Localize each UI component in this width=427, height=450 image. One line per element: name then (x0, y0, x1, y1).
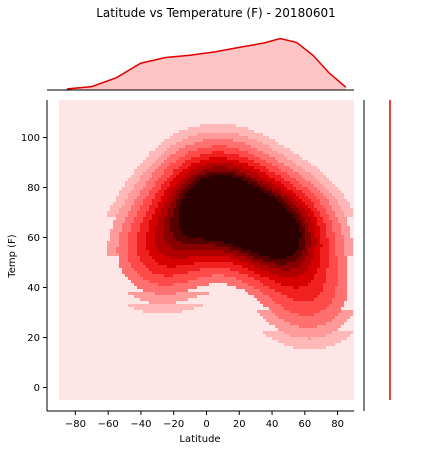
y-tick-label: 0 (34, 383, 40, 394)
x-tick-label: −20 (163, 419, 184, 430)
x-axis-label: Latitude (179, 434, 220, 445)
y-tick-label: 40 (27, 283, 40, 294)
y-tick-label: 80 (27, 183, 40, 194)
kde-contour-level (179, 175, 302, 259)
y-axis-label: Temp (F) (7, 234, 18, 278)
x-tick-label: −60 (98, 419, 119, 430)
x-tick-label: 20 (233, 419, 246, 430)
chart-title: Latitude vs Temperature (F) - 20180601 (96, 6, 336, 20)
x-tick-label: 0 (203, 419, 209, 430)
main-kde-plot (59, 100, 354, 400)
x-tick-label: 80 (331, 419, 344, 430)
x-tick-label: −80 (65, 419, 86, 430)
marginal-x-density (66, 37, 347, 90)
x-tick-label: 40 (266, 419, 279, 430)
kde-contour-fill (179, 175, 302, 259)
x-tick-label: −40 (130, 419, 151, 430)
y-tick-label: 60 (27, 233, 40, 244)
y-tick-label: 20 (27, 333, 40, 344)
x-ticks: −80 −60 −40 −20 0 20 40 60 80 (65, 411, 344, 430)
marginal-x-area (67, 38, 346, 90)
y-ticks: 0 20 40 60 80 100 (21, 133, 47, 394)
y-tick-label: 100 (21, 133, 40, 144)
kde-contours (107, 124, 353, 349)
marginal-x-line (66, 37, 347, 90)
x-tick-label: 60 (298, 419, 311, 430)
